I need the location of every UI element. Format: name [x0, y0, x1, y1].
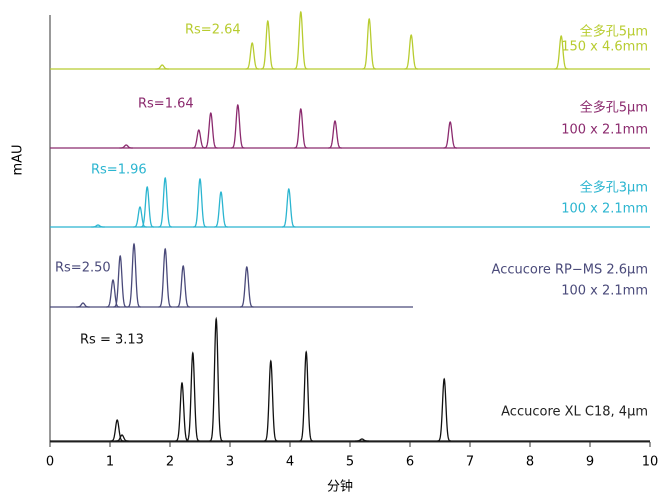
peak	[294, 10, 308, 70]
peak	[119, 144, 133, 149]
x-tick-label: 8	[526, 455, 534, 470]
resolution-label: Rs=2.50	[55, 261, 111, 276]
x-tick-label: 3	[226, 455, 234, 470]
peak	[245, 42, 259, 70]
x-tick-label: 9	[586, 455, 594, 470]
peak	[140, 185, 154, 228]
x-tick-label: 5	[346, 455, 354, 470]
peak	[261, 19, 275, 70]
peak	[175, 381, 189, 442]
peak	[328, 120, 342, 149]
peak	[186, 351, 200, 442]
trace-label: 全多孔5μm	[580, 24, 648, 40]
resolution-label: Rs = 3.13	[80, 333, 144, 348]
peak	[204, 112, 218, 149]
peak	[214, 191, 228, 228]
peak	[362, 17, 376, 70]
peak	[127, 242, 141, 308]
peak	[355, 438, 369, 442]
trace-label: 全多孔3μm	[580, 180, 648, 196]
trace-label: Accucore RP−MS 2.6μm	[492, 263, 648, 278]
trace-label: Accucore XL C18, 4μm	[501, 405, 648, 420]
peak	[158, 247, 172, 308]
peak	[110, 419, 124, 442]
peak	[437, 377, 451, 442]
resolution-label: Rs=2.64	[185, 23, 241, 38]
peak	[554, 35, 568, 70]
x-axis-label: 分钟	[327, 479, 353, 495]
peak	[193, 177, 207, 228]
peak	[240, 265, 254, 308]
peak	[264, 359, 278, 442]
peak	[443, 121, 457, 149]
x-tick-label: 7	[466, 455, 474, 470]
trace-label: 150 x 4.6mm	[561, 40, 648, 55]
peak	[192, 129, 206, 149]
y-axis-label: mAU	[11, 144, 26, 175]
peak	[113, 254, 127, 308]
peak	[115, 434, 129, 442]
x-tick-label: 2	[166, 455, 174, 470]
trace-label: 100 x 2.1mm	[561, 123, 648, 138]
trace-label: 全多孔5μm	[580, 100, 648, 116]
peak	[176, 264, 190, 308]
x-tick-label: 0	[46, 455, 54, 470]
resolution-label: Rs=1.96	[91, 163, 147, 178]
peak	[209, 316, 223, 442]
peak	[158, 176, 172, 228]
peak	[282, 188, 296, 228]
resolution-label: Rs=1.64	[138, 97, 194, 112]
peak	[133, 206, 147, 228]
x-tick-label: 1	[106, 455, 114, 470]
x-tick-label: 4	[286, 455, 294, 470]
peak	[299, 350, 313, 442]
trace-label: 100 x 2.1mm	[561, 202, 648, 217]
peak	[76, 302, 90, 308]
peak	[106, 279, 120, 308]
peak	[231, 103, 245, 149]
peak	[155, 64, 169, 70]
peak	[404, 34, 418, 70]
x-tick-label: 10	[642, 455, 659, 470]
peak	[294, 108, 308, 149]
x-tick-label: 6	[406, 455, 414, 470]
trace-label: 100 x 2.1mm	[561, 284, 648, 299]
peak	[91, 224, 105, 228]
